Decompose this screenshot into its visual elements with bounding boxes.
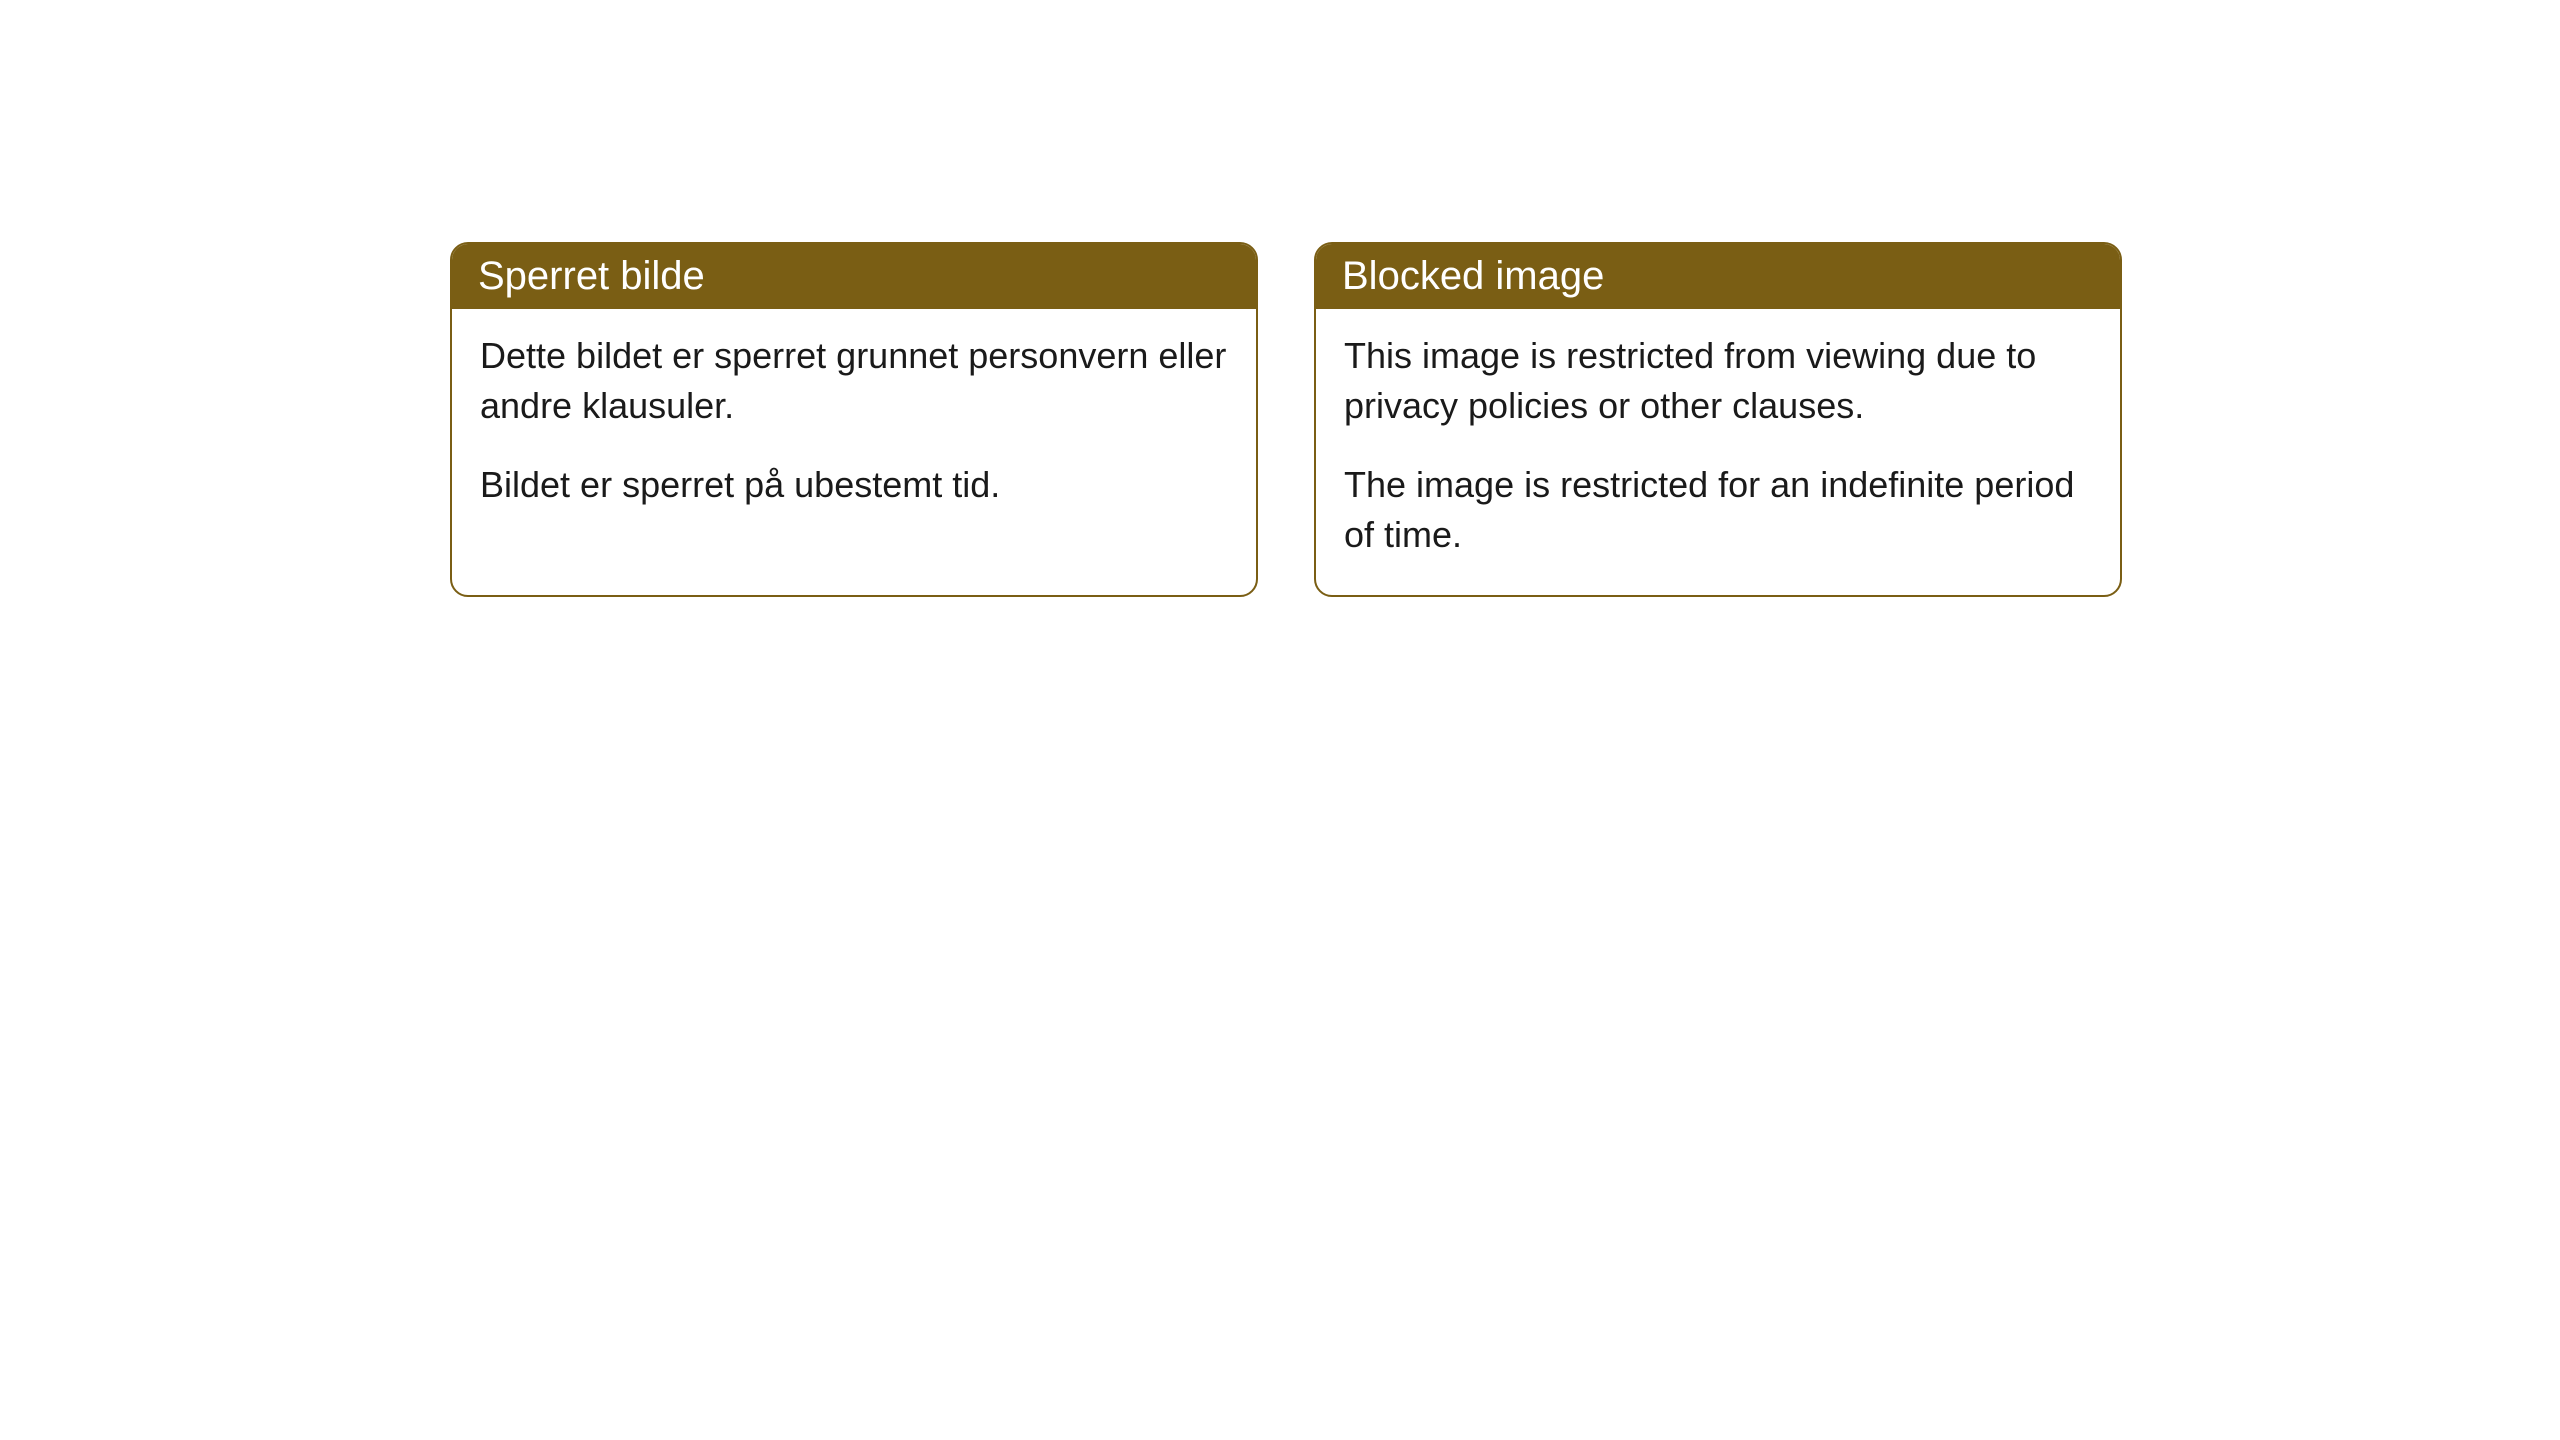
card-header: Blocked image xyxy=(1316,244,2120,309)
notice-cards-container: Sperret bilde Dette bildet er sperret gr… xyxy=(450,242,2122,597)
card-body: Dette bildet er sperret grunnet personve… xyxy=(452,309,1256,544)
card-header: Sperret bilde xyxy=(452,244,1256,309)
card-paragraph: Bildet er sperret på ubestemt tid. xyxy=(480,460,1228,510)
card-paragraph: The image is restricted for an indefinit… xyxy=(1344,460,2092,561)
notice-card-english: Blocked image This image is restricted f… xyxy=(1314,242,2122,597)
card-body: This image is restricted from viewing du… xyxy=(1316,309,2120,595)
card-paragraph: This image is restricted from viewing du… xyxy=(1344,331,2092,432)
notice-card-norwegian: Sperret bilde Dette bildet er sperret gr… xyxy=(450,242,1258,597)
card-title: Blocked image xyxy=(1342,254,1604,298)
card-title: Sperret bilde xyxy=(478,254,705,298)
card-paragraph: Dette bildet er sperret grunnet personve… xyxy=(480,331,1228,432)
